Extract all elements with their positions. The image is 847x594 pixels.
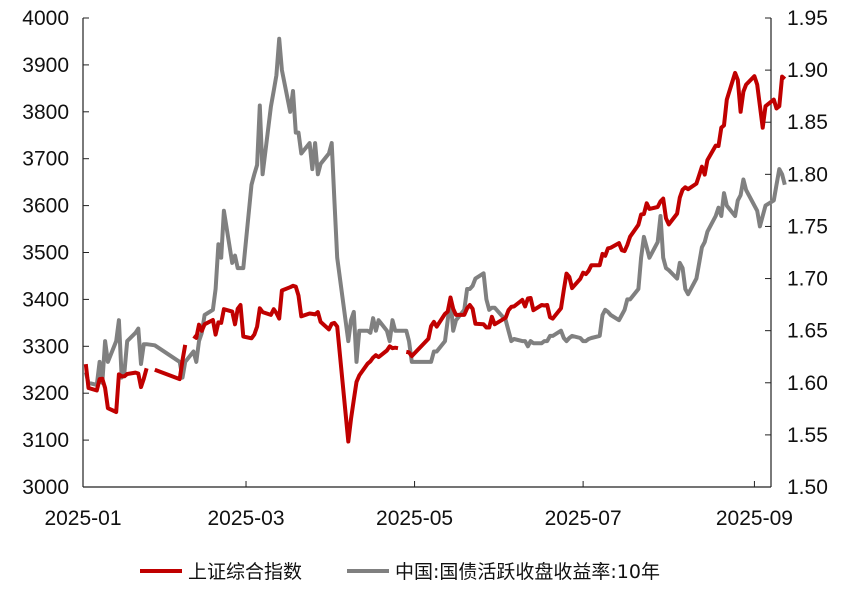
left-axis-tick-label: 3200: [22, 382, 69, 405]
left-axis-tick-label: 3100: [22, 429, 69, 452]
right-axis-tick-label: 1.90: [787, 59, 828, 82]
left-axis-tick-label: 3600: [22, 195, 69, 218]
legend-item-shanghai-index-label: 上证综合指数: [188, 561, 302, 583]
right-axis-tick-label: 1.85: [787, 111, 828, 134]
x-axis-tick-label: 2025-05: [376, 507, 453, 530]
right-axis-tick-label: 1.65: [787, 320, 828, 343]
right-axis-tick-label: 1.75: [787, 215, 828, 238]
axes-group: 3000 3100 3200 3300 3400 3500 3600 3700 3800 3900…: [22, 7, 828, 530]
right-axis-tick-label: 1.60: [787, 372, 828, 395]
x-axis-tick-label: 2025-03: [207, 507, 284, 530]
right-axis-tick-label: 1.80: [787, 163, 828, 186]
legend: 上证综合指数 中国:国债活跃收盘收益率:10年: [140, 561, 660, 583]
legend-item-bond-yield-label: 中国:国债活跃收盘收益率:10年: [395, 561, 660, 583]
right-axis-tick-label: 1.55: [787, 424, 828, 447]
left-axis-tick-label: 3700: [22, 148, 69, 171]
right-axis-tick-label: 1.70: [787, 268, 828, 291]
shanghai-index-series-line: [83, 70, 787, 444]
left-axis-tick-label: 3900: [22, 54, 69, 77]
plot-area: [83, 36, 787, 444]
x-axis-tick-label: 2025-07: [545, 507, 622, 530]
left-axis-tick-label: 4000: [22, 7, 69, 30]
x-axis-tick-label: 2025-09: [716, 507, 793, 530]
left-axis-tick-label: 3000: [22, 476, 69, 499]
left-axis-tick-label: 3400: [22, 288, 69, 311]
left-axis-tick-label: 3500: [22, 242, 69, 265]
bond-yield-series-line: [83, 36, 787, 387]
left-axis-tick-label: 3800: [22, 101, 69, 124]
right-axis-tick-label: 1.50: [787, 476, 828, 499]
left-axis-tick-label: 3300: [22, 335, 69, 358]
x-axis-tick-label: 2025-01: [44, 507, 121, 530]
right-axis-tick-label: 1.95: [787, 7, 828, 30]
